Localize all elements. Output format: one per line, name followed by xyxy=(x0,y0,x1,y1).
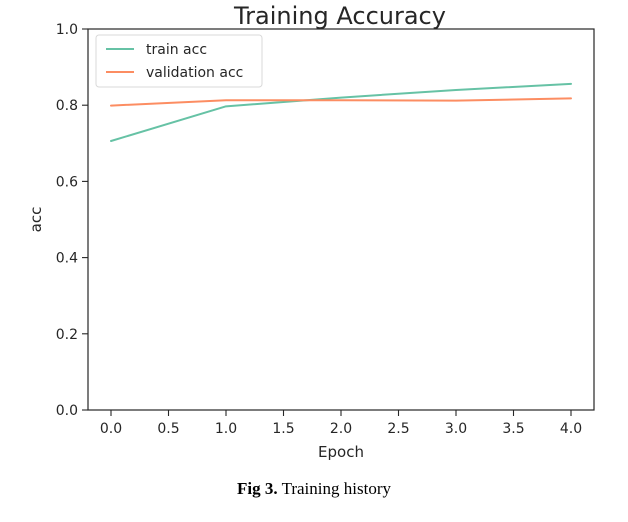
x-tick-label: 3.5 xyxy=(502,421,524,437)
legend-box xyxy=(95,34,263,88)
chart-legend: train acc validation acc xyxy=(95,34,263,88)
x-axis-label: Epoch xyxy=(318,443,364,461)
x-tick-label: 3.0 xyxy=(445,421,467,437)
series-line-validation-acc xyxy=(110,97,572,107)
x-tick-label: 0.5 xyxy=(157,421,179,437)
y-tick-label: 1.0 xyxy=(56,22,78,38)
y-axis-ticks: 0.0 0.2 0.4 0.6 0.8 1.0 xyxy=(56,22,88,419)
y-tick-label: 0.8 xyxy=(56,98,78,114)
y-tick-label: 0.4 xyxy=(56,251,78,267)
legend-label: train acc xyxy=(146,42,207,58)
chart-title: Training Accuracy xyxy=(233,2,446,30)
accuracy-line-chart: Training Accuracy 0.0 0.5 1.0 1.5 2.0 2.5 3.0 3… xyxy=(27,2,595,461)
x-tick-label: 1.0 xyxy=(215,421,237,437)
y-tick-label: 0.0 xyxy=(56,403,78,419)
x-tick-label: 2.0 xyxy=(330,421,352,437)
caption-label: Fig 3. xyxy=(237,479,278,498)
series-line-train-acc xyxy=(110,82,572,143)
x-axis-ticks: 0.0 0.5 1.0 1.5 2.0 2.5 3.0 3.5 4.0 xyxy=(100,410,582,437)
x-tick-label: 2.5 xyxy=(387,421,409,437)
x-tick-label: 0.0 xyxy=(100,421,122,437)
y-tick-label: 0.6 xyxy=(56,174,78,190)
legend-label: validation acc xyxy=(146,65,243,81)
x-tick-label: 4.0 xyxy=(560,421,582,437)
caption-text: Training history xyxy=(277,479,391,498)
series-layer xyxy=(110,82,572,143)
x-tick-label: 1.5 xyxy=(272,421,294,437)
y-tick-label: 0.2 xyxy=(56,327,78,343)
figure-caption: Fig 3. Training history xyxy=(0,479,628,499)
y-axis-label: acc xyxy=(27,207,45,233)
